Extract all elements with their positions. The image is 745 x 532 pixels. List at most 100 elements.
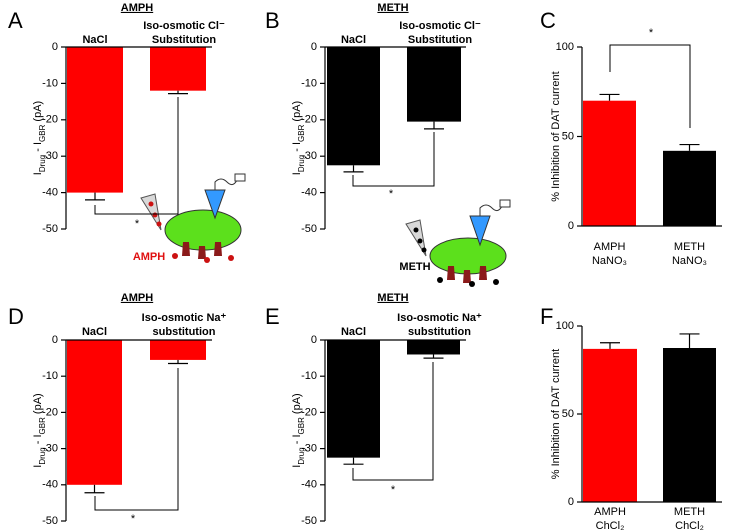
- y-axis-label-part: (pA): [291, 393, 303, 417]
- y-axis-label-part: GBR: [297, 124, 306, 142]
- y-axis-label-part: GBR: [297, 417, 306, 435]
- y-axis-label-part: - I: [291, 142, 303, 155]
- y-axis-label: IDrug - IGBR (pA): [291, 393, 306, 467]
- category-label: ChCl₂: [596, 520, 625, 532]
- panel-title: AMPH: [121, 2, 153, 14]
- transporter: [198, 246, 206, 259]
- panel-letter: C: [540, 8, 556, 33]
- significance-label: *: [131, 513, 136, 525]
- y-tick-label: -50: [301, 223, 317, 235]
- category-label: NaCl: [341, 326, 366, 338]
- y-axis-label-part: (pA): [32, 101, 44, 125]
- category-label: substitution: [408, 326, 471, 338]
- y-axis-label: IDrug - IGBR (pA): [32, 393, 47, 467]
- category-label: Iso-osmotic Cl⁻: [399, 20, 481, 32]
- category-label: METH: [674, 241, 705, 253]
- cell: [429, 237, 507, 275]
- panel-title: METH: [377, 292, 408, 304]
- category-label: NaCl: [341, 34, 366, 46]
- significance-label: *: [649, 27, 654, 39]
- category-label: AMPH: [594, 506, 626, 518]
- bar: [327, 47, 380, 166]
- y-axis-label-part: (pA): [32, 393, 44, 417]
- drug-dot: [413, 227, 419, 233]
- y-tick-label: -40: [42, 187, 58, 199]
- y-axis-label-part: (pA): [291, 101, 303, 125]
- bar: [663, 150, 716, 226]
- y-tick-label: -30: [301, 443, 317, 455]
- y-axis-label-part: - I: [291, 434, 303, 447]
- wire: [479, 204, 503, 216]
- bar: [583, 348, 637, 502]
- category-label: Substitution: [408, 34, 472, 46]
- y-tick-label: -20: [301, 406, 317, 418]
- y-axis-label-part: - I: [32, 434, 44, 447]
- y-tick-label: -50: [301, 515, 317, 527]
- drug-dot: [417, 238, 423, 244]
- y-tick-label: -50: [42, 223, 58, 235]
- y-axis-label-part: Drug: [38, 447, 47, 464]
- category-label: NaCl: [82, 326, 107, 338]
- bar: [327, 340, 380, 458]
- y-tick-label: -40: [301, 479, 317, 491]
- y-tick-label: 100: [556, 41, 574, 53]
- y-axis-label: IDrug - IGBR (pA): [32, 101, 47, 175]
- y-axis-label-part: Drug: [38, 155, 47, 172]
- bar: [407, 340, 460, 355]
- y-tick-label: 0: [568, 220, 574, 232]
- drug-dot: [469, 281, 475, 287]
- y-axis-label-part: - I: [32, 142, 44, 155]
- y-tick-label: -30: [301, 150, 317, 162]
- cell: [164, 209, 242, 251]
- y-axis-label: % Inhibition of DAT current: [550, 349, 562, 479]
- y-axis-label-part: % Inhibition of DAT current: [550, 71, 562, 201]
- bar: [663, 348, 716, 502]
- y-axis-label: % Inhibition of DAT current: [550, 71, 562, 201]
- transporter: [447, 266, 455, 280]
- drug-dot: [228, 255, 234, 261]
- panel-letter: A: [8, 8, 23, 33]
- panel-letter: F: [540, 304, 553, 329]
- y-tick-label: -40: [42, 479, 58, 491]
- significance-label: *: [135, 218, 140, 230]
- y-tick-label: -10: [42, 370, 58, 382]
- electrode-box: [234, 173, 246, 182]
- illustration-label: METH: [399, 261, 430, 273]
- y-axis-label-part: Drug: [297, 447, 306, 464]
- y-axis-label-part: I: [291, 465, 303, 468]
- significance-bracket: [352, 362, 434, 481]
- category-label: NaCl: [82, 34, 107, 46]
- category-label: ChCl₂: [675, 520, 704, 532]
- illustration-label: AMPH: [133, 251, 165, 263]
- transporter: [214, 242, 222, 256]
- significance-label: *: [389, 188, 394, 200]
- y-axis-label-part: I: [32, 465, 44, 468]
- bar: [67, 47, 123, 193]
- significance-bracket: [94, 368, 179, 511]
- y-tick-label: 0: [52, 41, 58, 53]
- panel-title: AMPH: [121, 292, 153, 304]
- y-tick-label: -40: [301, 187, 317, 199]
- electrode-box: [499, 199, 511, 208]
- y-axis-label-part: I: [32, 172, 44, 175]
- drug-dot: [421, 247, 427, 253]
- bar: [583, 100, 636, 226]
- category-label: substitution: [153, 326, 216, 338]
- y-tick-label: 50: [562, 130, 574, 142]
- drug-dot: [156, 221, 162, 227]
- transporter: [463, 270, 471, 283]
- significance-bracket: [352, 132, 435, 187]
- y-axis-label-part: GBR: [38, 124, 47, 142]
- y-tick-label: 100: [556, 320, 574, 332]
- y-tick-label: -10: [301, 370, 317, 382]
- grey-pipette: [405, 219, 427, 257]
- significance-label: *: [391, 484, 396, 496]
- y-tick-label: -10: [42, 77, 58, 89]
- category-label: Substitution: [152, 34, 216, 46]
- y-tick-label: 0: [568, 496, 574, 508]
- y-tick-label: 0: [311, 41, 317, 53]
- category-label: METH: [674, 506, 705, 518]
- panel-title: METH: [377, 2, 408, 14]
- y-axis-label-part: GBR: [38, 417, 47, 435]
